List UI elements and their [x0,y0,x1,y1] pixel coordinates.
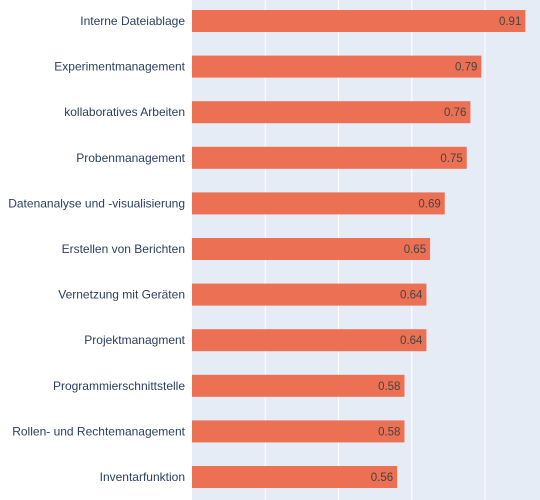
category-label-10: Inventarfunktion [100,470,185,484]
value-label-5: 0.65 [404,244,426,256]
category-label-0: Interne Dateiablage [80,14,185,28]
category-label-5: Erstellen von Berichten [62,242,185,256]
bar-7 [192,329,427,352]
bar-1 [192,55,482,78]
bar-2 [192,101,471,124]
category-label-3: Probenmanagement [76,151,185,165]
bar-0 [192,10,526,32]
category-label-7: Projektmanagment [84,333,185,347]
bar-9 [192,420,405,443]
category-label-9: Rollen- und Rechtemanagement [12,424,185,438]
bar-10 [192,466,398,488]
value-label-8: 0.58 [378,381,400,393]
category-label-6: Vernetzung mit Geräten [58,288,185,302]
value-label-1: 0.79 [455,62,477,74]
bar-8 [192,374,405,397]
bar-6 [192,283,427,306]
value-label-3: 0.75 [440,153,462,165]
value-label-10: 0.56 [371,472,393,484]
bars [192,10,526,488]
category-label-4: Datenanalyse und -visualisierung [8,196,185,210]
bar-3 [192,146,467,169]
bar-5 [192,238,431,260]
category-labels: Interne Dateiablage Experimentmanagement k… [8,14,185,484]
category-label-2: kollaboratives Arbeiten [64,105,185,119]
value-labels: 0.91 0.79 0.76 0.75 0.69 0.65 0.64 0.64 0.58 0.58… [371,16,522,484]
value-label-4: 0.69 [418,198,440,210]
value-label-2: 0.76 [444,107,466,119]
bar-4 [192,192,445,215]
value-label-9: 0.58 [378,426,400,438]
category-label-1: Experimentmanagement [54,60,185,74]
value-label-6: 0.64 [400,290,423,302]
category-label-8: Programmierschnittstelle [53,379,185,393]
value-label-0: 0.91 [499,16,521,28]
value-label-7: 0.64 [400,335,423,347]
